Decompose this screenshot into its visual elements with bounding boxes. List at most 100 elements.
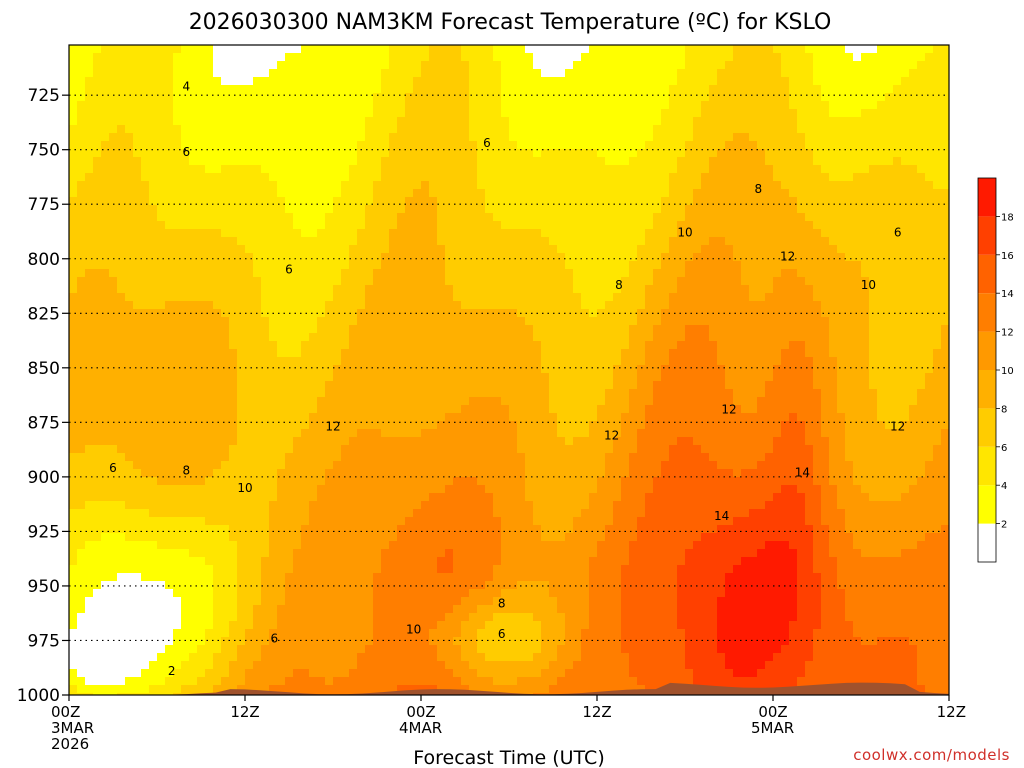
temperature-cell <box>741 245 750 254</box>
temperature-cell <box>821 357 830 366</box>
temperature-cell <box>237 317 246 326</box>
temperature-cell <box>941 125 949 134</box>
temperature-cell <box>165 205 174 214</box>
temperature-cell <box>613 389 622 398</box>
temperature-cell <box>293 277 302 286</box>
temperature-cell <box>901 173 910 182</box>
temperature-cell <box>293 405 302 414</box>
temperature-cell <box>229 61 238 70</box>
temperature-cell <box>685 277 694 286</box>
temperature-cell <box>661 85 670 94</box>
temperature-cell <box>629 277 638 286</box>
temperature-cell <box>941 93 949 102</box>
temperature-cell <box>557 237 566 246</box>
temperature-cell <box>565 373 574 382</box>
temperature-cell <box>261 93 270 102</box>
temperature-cell <box>285 85 294 94</box>
temperature-cell <box>789 285 798 294</box>
temperature-cell <box>173 141 182 150</box>
temperature-cell <box>357 397 366 406</box>
temperature-cell <box>501 221 510 230</box>
temperature-cell <box>557 253 566 262</box>
temperature-cell <box>317 213 326 222</box>
temperature-cell <box>517 77 526 86</box>
temperature-cell <box>213 229 222 238</box>
temperature-cell <box>869 325 878 334</box>
temperature-cell <box>237 229 246 238</box>
temperature-cell <box>317 245 326 254</box>
temperature-cell <box>213 141 222 150</box>
temperature-cell <box>549 213 558 222</box>
temperature-cell <box>653 397 662 406</box>
temperature-cell <box>253 317 262 326</box>
temperature-cell <box>69 253 78 262</box>
temperature-cell <box>157 197 166 206</box>
temperature-cell <box>597 69 606 78</box>
temperature-cell <box>781 165 790 174</box>
temperature-cell <box>389 181 398 190</box>
temperature-cell <box>221 381 230 390</box>
temperature-cell <box>77 141 86 150</box>
temperature-cell <box>93 381 102 390</box>
temperature-cell <box>557 157 566 166</box>
temperature-cell <box>93 253 102 262</box>
temperature-cell <box>213 317 222 326</box>
temperature-cell <box>669 101 678 110</box>
temperature-cell <box>821 341 830 350</box>
temperature-cell <box>149 45 158 54</box>
temperature-cell <box>861 69 870 78</box>
temperature-cell <box>461 85 470 94</box>
temperature-cell <box>621 253 630 262</box>
temperature-cell <box>581 213 590 222</box>
temperature-cell <box>805 69 814 78</box>
temperature-cell <box>789 85 798 94</box>
temperature-cell <box>237 109 246 118</box>
temperature-cell <box>221 133 230 142</box>
temperature-cell <box>853 165 862 174</box>
temperature-cell <box>197 389 206 398</box>
temperature-cell <box>773 149 782 158</box>
temperature-cell <box>349 333 358 342</box>
temperature-cell <box>317 301 326 310</box>
temperature-cell <box>605 181 614 190</box>
temperature-cell <box>837 61 846 70</box>
temperature-cell <box>77 261 86 270</box>
temperature-cell <box>525 133 534 142</box>
temperature-cell <box>397 293 406 302</box>
temperature-cell <box>821 213 830 222</box>
temperature-cell <box>941 309 949 318</box>
temperature-cell <box>405 229 414 238</box>
temperature-cell <box>677 213 686 222</box>
temperature-cell <box>253 45 262 54</box>
temperature-cell <box>413 373 422 382</box>
temperature-cell <box>437 229 446 238</box>
temperature-cell <box>677 173 686 182</box>
temperature-cell <box>669 285 678 294</box>
temperature-cell <box>141 53 150 62</box>
temperature-cell <box>77 205 86 214</box>
temperature-cell <box>757 165 766 174</box>
temperature-cell <box>333 245 342 254</box>
temperature-cell <box>677 101 686 110</box>
temperature-cell <box>237 309 246 318</box>
temperature-cell <box>245 61 254 70</box>
temperature-cell <box>821 285 830 294</box>
temperature-cell <box>885 357 894 366</box>
temperature-cell <box>85 325 94 334</box>
temperature-cell <box>189 285 198 294</box>
temperature-cell <box>741 253 750 262</box>
temperature-cell <box>293 357 302 366</box>
temperature-cell <box>453 165 462 174</box>
temperature-cell <box>725 69 734 78</box>
temperature-cell <box>405 317 414 326</box>
temperature-cell <box>285 221 294 230</box>
temperature-cell <box>261 301 270 310</box>
temperature-cell <box>613 397 622 406</box>
temperature-cell <box>621 293 630 302</box>
temperature-cell <box>357 141 366 150</box>
temperature-cell <box>357 133 366 142</box>
temperature-cell <box>357 101 366 110</box>
temperature-cell <box>453 69 462 78</box>
temperature-cell <box>133 77 142 86</box>
temperature-cell <box>557 53 566 62</box>
